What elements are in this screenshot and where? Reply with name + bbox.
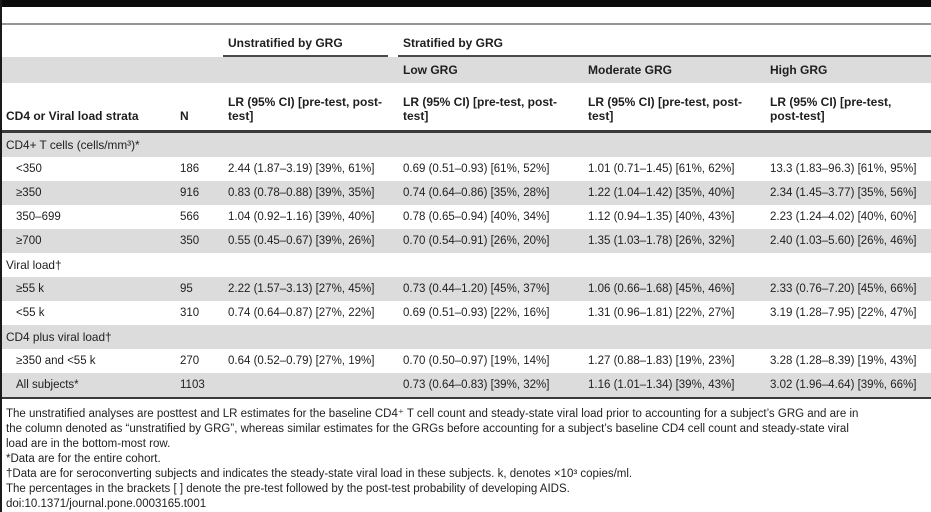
subgroup-row: Low GRG Moderate GRG High GRG <box>0 57 931 83</box>
table-row: ≥55 k 95 2.22 (1.57–3.13) [27%, 45%] 0.73 (… <box>0 277 931 301</box>
column-header-lr-moderate: LR (95% CI) [pre-test, post-test] <box>583 83 765 133</box>
row-label: <350 <box>16 163 42 175</box>
column-group-unstratified-label: Unstratified by GRG <box>223 36 388 57</box>
page-edge-line <box>0 0 2 512</box>
table-row: ≥700 350 0.55 (0.45–0.67) [39%, 26%] 0.70 (… <box>0 229 931 253</box>
cell-low-grg: 0.78 (0.65–0.94) [40%, 34%] <box>403 211 550 223</box>
cell-high-grg: 2.34 (1.45–3.77) [35%, 56%] <box>765 181 931 205</box>
footnote-dagger: †Data are for seroconverting subjects an… <box>6 468 633 480</box>
top-border-bar <box>0 0 931 7</box>
cell-moderate-grg: 1.35 (1.03–1.78) [26%, 32%] <box>583 229 765 253</box>
column-header-row: CD4 or Viral load strata N LR (95% CI) [… <box>0 83 931 133</box>
section-row: CD4 plus viral load† <box>0 325 931 349</box>
cell-n: 310 <box>180 307 200 319</box>
footnote-paragraph-line: the column denoted as “unstratified by G… <box>6 423 849 435</box>
section-label: Viral load† <box>6 258 62 272</box>
results-table: Unstratified by GRG Stratified by GRG Lo… <box>0 25 931 399</box>
cell-high-grg: 3.28 (1.28–8.39) [19%, 43%] <box>770 355 917 367</box>
cell-high-grg: 13.3 (1.83–96.3) [61%, 95%] <box>770 163 917 175</box>
footnotes: The unstratified analyses are posttest a… <box>0 399 931 512</box>
row-label: 350–699 <box>16 211 61 223</box>
table-row: All subjects* 1103 0.73 (0.64–0.83) [39%, … <box>0 373 931 399</box>
cell-n: 350 <box>175 229 223 253</box>
cell-unstratified: 0.55 (0.45–0.67) [39%, 26%] <box>223 229 398 253</box>
subgroup-moderate-grg: Moderate GRG <box>583 57 765 83</box>
section-label: CD4+ T cells (cells/mm³)* <box>0 131 931 157</box>
cell-low-grg: 0.69 (0.51–0.93) [22%, 16%] <box>403 307 550 319</box>
table-body: CD4+ T cells (cells/mm³)* <350 186 2.44 (1.… <box>0 131 931 399</box>
cell-high-grg: 3.19 (1.28–7.95) [22%, 47%] <box>770 307 917 319</box>
column-group-unstratified: Unstratified by GRG <box>223 25 398 57</box>
cell-low-grg: 0.73 (0.64–0.83) [39%, 32%] <box>398 373 583 399</box>
cell-unstratified: 0.83 (0.78–0.88) [39%, 35%] <box>223 181 398 205</box>
cell-high-grg: 3.02 (1.96–4.64) [39%, 66%] <box>765 373 931 399</box>
row-label: All subjects* <box>0 373 175 399</box>
footnote-doi: doi:10.1371/journal.pone.0003165.t001 <box>6 498 207 510</box>
empty-group-cell <box>0 25 223 57</box>
cell-high-grg: 2.40 (1.03–5.60) [26%, 46%] <box>765 229 931 253</box>
cell-unstratified <box>223 373 398 399</box>
column-group-stratified-label: Stratified by GRG <box>398 36 931 57</box>
table-row: ≥350 and <55 k 270 0.64 (0.52–0.79) [27%, … <box>0 349 931 373</box>
empty-subgroup-cell <box>223 57 398 83</box>
section-label: CD4 plus viral load† <box>0 325 931 349</box>
cell-n: 95 <box>175 277 223 301</box>
table-top-rule <box>0 23 931 25</box>
column-header-n: N <box>175 83 223 133</box>
table-row: <350 186 2.44 (1.87–3.19) [39%, 61%] 0.69 (… <box>0 157 931 181</box>
cell-high-grg: 2.23 (1.24–4.02) [40%, 60%] <box>770 211 917 223</box>
row-label: ≥55 k <box>0 277 175 301</box>
column-header-lr-high: LR (95% CI) [pre-test, post-test] <box>765 83 931 133</box>
section-row: CD4+ T cells (cells/mm³)* <box>0 131 931 157</box>
cell-low-grg: 0.73 (0.44–1.20) [45%, 37%] <box>398 277 583 301</box>
row-label: ≥350 and <55 k <box>16 355 96 367</box>
section-row: Viral load† <box>0 253 931 277</box>
cell-n: 186 <box>180 163 200 175</box>
footnote-paragraph-line: load are in the bottom-most row. <box>6 438 171 450</box>
cell-unstratified: 2.44 (1.87–3.19) [39%, 61%] <box>228 163 375 175</box>
cell-low-grg: 0.70 (0.50–0.97) [19%, 14%] <box>403 355 550 367</box>
row-label: ≥350 <box>0 181 175 205</box>
footnote-brackets: The percentages in the brackets [ ] deno… <box>6 483 570 495</box>
column-header-lr-unstratified: LR (95% CI) [pre-test, post-test] <box>223 83 398 133</box>
subgroup-low-grg: Low GRG <box>398 57 583 83</box>
column-group-row: Unstratified by GRG Stratified by GRG <box>0 25 931 57</box>
table-row: 350–699 566 1.04 (0.92–1.16) [39%, 40%] 0.7… <box>0 205 931 229</box>
top-gap <box>0 7 931 23</box>
row-label: ≥700 <box>0 229 175 253</box>
cell-moderate-grg: 1.06 (0.66–1.68) [45%, 46%] <box>583 277 765 301</box>
cell-moderate-grg: 1.31 (0.96–1.81) [22%, 27%] <box>588 307 735 319</box>
cell-unstratified: 1.04 (0.92–1.16) [39%, 40%] <box>228 211 375 223</box>
cell-n: 1103 <box>175 373 223 399</box>
cell-n: 270 <box>180 355 200 367</box>
cell-moderate-grg: 1.22 (1.04–1.42) [35%, 40%] <box>583 181 765 205</box>
cell-n: 916 <box>175 181 223 205</box>
cell-moderate-grg: 1.16 (1.01–1.34) [39%, 43%] <box>583 373 765 399</box>
table-row: <55 k 310 0.74 (0.64–0.87) [27%, 22%] 0.69 … <box>0 301 931 325</box>
column-group-stratified: Stratified by GRG <box>398 25 931 57</box>
footnote-star: *Data are for the entire cohort. <box>6 453 161 465</box>
footnote-paragraph-line: The unstratified analyses are posttest a… <box>6 408 859 420</box>
cell-low-grg: 0.70 (0.54–0.91) [26%, 20%] <box>398 229 583 253</box>
cell-unstratified: 0.64 (0.52–0.79) [27%, 19%] <box>228 355 375 367</box>
row-label: <55 k <box>16 307 45 319</box>
empty-subgroup-cell <box>0 57 223 83</box>
subgroup-high-grg: High GRG <box>765 57 931 83</box>
cell-low-grg: 0.74 (0.64–0.86) [35%, 28%] <box>398 181 583 205</box>
table-row: ≥350 916 0.83 (0.78–0.88) [39%, 35%] 0.74 (… <box>0 181 931 205</box>
cell-unstratified: 2.22 (1.57–3.13) [27%, 45%] <box>223 277 398 301</box>
cell-low-grg: 0.69 (0.51–0.93) [61%, 52%] <box>403 163 550 175</box>
cell-moderate-grg: 1.27 (0.88–1.83) [19%, 23%] <box>588 355 735 367</box>
column-header-lr-low: LR (95% CI) [pre-test, post-test] <box>398 83 583 133</box>
column-header-strata: CD4 or Viral load strata <box>0 83 175 133</box>
cell-moderate-grg: 1.01 (0.71–1.45) [61%, 62%] <box>588 163 735 175</box>
cell-moderate-grg: 1.12 (0.94–1.35) [40%, 43%] <box>588 211 735 223</box>
cell-n: 566 <box>180 211 200 223</box>
cell-high-grg: 2.33 (0.76–7.20) [45%, 66%] <box>765 277 931 301</box>
cell-unstratified: 0.74 (0.64–0.87) [27%, 22%] <box>228 307 375 319</box>
